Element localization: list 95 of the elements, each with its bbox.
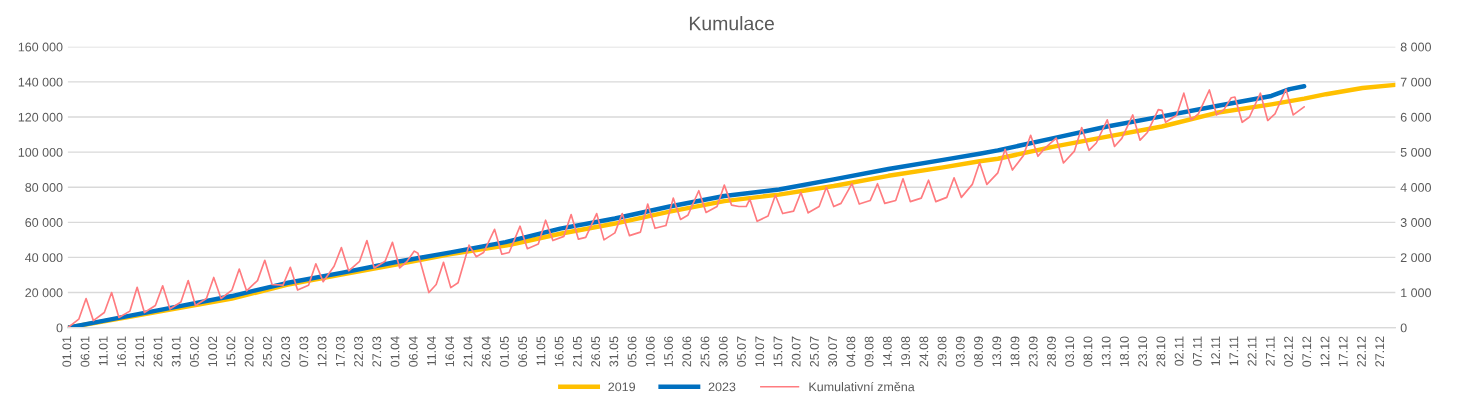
x-tick-label: 02.12 [1284,336,1293,367]
x-tick-label: 09.08 [864,336,874,367]
x-tick-label: 25.02 [262,336,272,367]
x-tick-label: 01.04 [390,336,400,367]
legend-label: Kumulativní změna [809,381,915,392]
x-tick-label: 07.03 [299,336,309,367]
x-tick-label: 23.09 [1028,336,1038,367]
legend-label: 2019 [608,382,636,392]
x-tick-label: 03.09 [955,336,965,367]
x-tick-label: 17.12 [1338,336,1348,367]
y2-tick-label: 5 000 [1400,147,1431,157]
x-tick-label: 19.08 [901,336,911,367]
x-tick-label: 01.01 [62,336,72,367]
x-tick-label: 04.08 [846,336,856,367]
x-tick-label: 18.09 [1010,336,1020,367]
x-tick-label: 17.03 [335,336,345,367]
x-tick-label: 05.07 [737,336,746,367]
x-tick-label: 10.02 [208,336,218,367]
x-tick-label: 08.10 [1083,336,1093,367]
y2-tick-label: 4 000 [1400,183,1431,192]
x-tick-label: 21.04 [463,336,473,367]
y-tick-label: 160 000 [18,42,63,52]
x-tick-label: 08.09 [974,336,983,367]
x-tick-label: 16.04 [445,336,455,367]
x-tick-label: 25.07 [809,336,819,367]
y-tick-label: 40 000 [25,253,63,263]
x-tick-label: 21.01 [135,336,145,367]
y-tick-label: 100 000 [18,147,63,157]
x-tick-label: 07.11 [1192,336,1202,366]
y-tick-label: 140 000 [18,77,63,87]
y2-tick-label: 7 000 [1400,77,1431,87]
x-tick-label: 14.08 [882,336,892,367]
x-tick-label: 12.03 [317,336,327,367]
x-tick-label: 12.12 [1320,336,1330,367]
x-tick-label: 30.07 [828,336,838,367]
x-tick-label: 27.12 [1375,336,1384,367]
x-tick-label: 16.05 [554,336,564,367]
x-tick-label: 16.01 [117,336,126,367]
x-tick-label: 20.07 [791,336,801,367]
x-tick-label: 05.02 [190,336,199,367]
x-tick-label: 22.12 [1357,336,1366,367]
x-tick-label: 15.06 [664,336,673,367]
y-tick-label: 20 000 [25,288,63,298]
x-tick-label: 02.03 [281,336,291,367]
x-tick-label: 07.12 [1302,336,1312,367]
legend-label: 2023 [708,382,736,392]
x-tick-label: 13.09 [992,336,1002,367]
x-tick-label: 22.11 [1247,336,1257,366]
y2-tick-label: 1 000 [1401,288,1431,298]
chart-title: Kumulace [689,16,774,31]
x-tick-label: 28.10 [1156,336,1166,367]
x-tick-label: 01.05 [499,336,509,367]
x-tick-label: 29.08 [937,336,947,367]
x-tick-label: 06.04 [408,336,418,367]
x-tick-label: 27.11 [1265,336,1275,366]
x-tick-label: 12.11 [1211,336,1220,366]
x-tick-label: 06.01 [80,336,90,367]
x-tick-label: 17.11 [1229,336,1239,366]
x-tick-label: 15.07 [773,336,783,367]
y-tick-label: 120 000 [18,112,63,122]
x-tick-label: 06.05 [518,336,528,367]
x-tick-label: 20.02 [244,336,254,367]
x-tick-label: 26.01 [153,336,163,367]
y2-tick-label: 6 000 [1400,112,1431,122]
x-tick-label: 27.03 [372,336,382,367]
x-tick-label: 23.10 [1138,336,1148,367]
x-tick-label: 05.06 [627,336,637,367]
y2-tick-label: 0 [1400,323,1407,333]
x-tick-label: 25.06 [700,336,710,367]
x-tick-label: 31.01 [171,336,181,367]
x-tick-label: 28.09 [1047,336,1056,367]
x-tick-label: 13.10 [1101,336,1111,367]
x-tick-label: 30.06 [718,336,728,367]
x-tick-label: 18.10 [1119,336,1129,367]
y2-tick-label: 8 000 [1400,42,1431,52]
x-tick-label: 20.06 [682,336,692,367]
x-tick-label: 31.05 [609,336,619,367]
x-tick-label: 15.02 [226,336,236,367]
x-tick-label: 10.07 [755,336,765,367]
x-tick-label: 02.11 [1174,336,1184,366]
y2-tick-label: 3 000 [1400,218,1431,227]
y-tick-label: 60 000 [25,218,63,227]
y2-tick-label: 2 000 [1400,253,1431,263]
y-tick-label: 0 [56,323,63,333]
x-tick-label: 22.03 [354,336,363,367]
x-tick-label: 03.10 [1065,336,1075,367]
y-tick-label: 80 000 [25,183,63,192]
x-tick-label: 26.05 [591,336,601,367]
x-tick-label: 11.01 [98,336,108,366]
x-tick-label: 10.06 [645,336,655,367]
x-tick-label: 21.05 [572,336,582,367]
x-tick-label: 24.08 [919,336,929,367]
x-tick-label: 11.05 [536,336,546,366]
x-tick-label: 26.04 [481,336,491,367]
x-tick-label: 11.04 [427,336,436,366]
